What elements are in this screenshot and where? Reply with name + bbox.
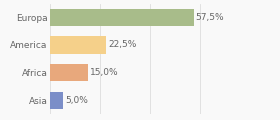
Bar (50, 92, 63, 109)
Text: 22,5%: 22,5% (108, 40, 137, 49)
Bar (50, 36, 106, 54)
Bar (50, 9, 193, 26)
Text: 15,0%: 15,0% (90, 68, 118, 77)
Bar (50, 64, 88, 81)
Text: 5,0%: 5,0% (65, 96, 88, 105)
Text: 57,5%: 57,5% (195, 13, 224, 22)
